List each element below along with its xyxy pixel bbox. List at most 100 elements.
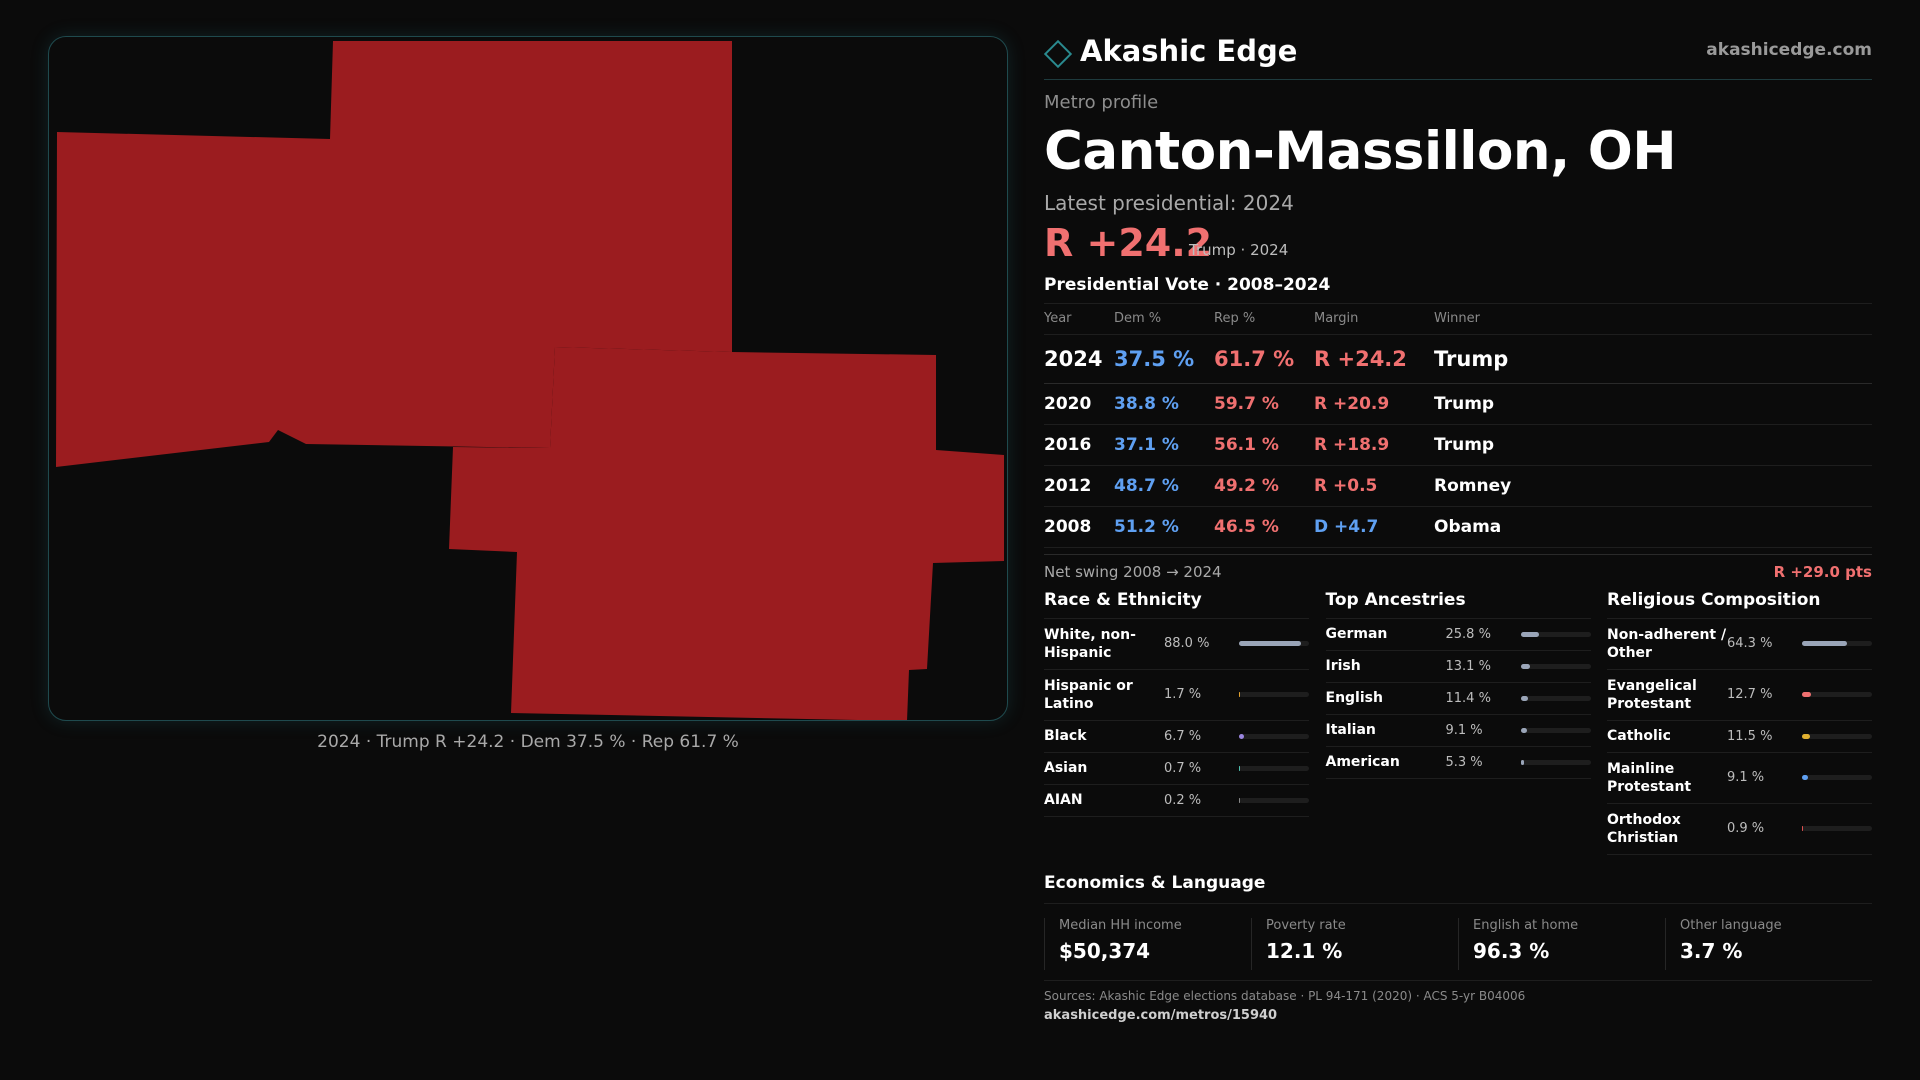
ancestry-bar-fill xyxy=(1520,631,1539,637)
ancestry-row: English 11.4 % xyxy=(1325,683,1591,715)
ancestry-value: 13.1 % xyxy=(1445,658,1491,674)
race-title: Race & Ethnicity xyxy=(1044,590,1309,619)
econ-stat: Poverty rate 12.1 % xyxy=(1251,917,1458,970)
vote-cell-rep-pct: 61.7 % xyxy=(1214,334,1314,384)
ancestry-label: Irish xyxy=(1325,658,1361,674)
vote-cell-margin: R +20.9 xyxy=(1314,383,1434,425)
ancestry-bar xyxy=(1520,663,1591,669)
ancestry-value: 9.1 % xyxy=(1445,722,1483,738)
race-bar xyxy=(1239,641,1309,646)
ancestry-bar-fill xyxy=(1520,695,1529,701)
economics-stats: Median HH income $50,374 Poverty rate 12.1 … xyxy=(1044,917,1872,970)
race-value: 0.7 % xyxy=(1164,760,1202,776)
col-header-dem: Dem % xyxy=(1114,304,1214,335)
econ-stat: Other language 3.7 % xyxy=(1665,917,1872,970)
race-row: Hispanic or Latino 1.7 % xyxy=(1044,670,1309,721)
religion-row: Non-adherent / Other 64.3 % xyxy=(1607,619,1872,670)
brand-url-link[interactable]: akashicedge.com xyxy=(1706,40,1872,60)
metro-map[interactable] xyxy=(48,36,1008,721)
religion-label: Mainline Protestant xyxy=(1607,760,1692,795)
race-row: White, non-Hispanic 88.0 % xyxy=(1044,619,1309,670)
latest-margin: R +24.2 Trump · 2024 xyxy=(1044,221,1872,267)
ancestry-bar-fill xyxy=(1520,663,1530,669)
swing-label: Net swing 2008 → 2024 xyxy=(1044,562,1222,581)
religion-bar-fill xyxy=(1802,775,1809,780)
ancestry-bar xyxy=(1520,759,1591,765)
ancestry-row: Irish 13.1 % xyxy=(1325,651,1591,683)
race-bar-fill xyxy=(1239,641,1301,646)
race-bar-fill xyxy=(1239,765,1241,771)
race-bar xyxy=(1239,692,1309,697)
net-swing: Net swing 2008 → 2024 R +29.0 pts xyxy=(1044,553,1872,586)
race-section: Race & Ethnicity White, non-Hispanic 88.0… xyxy=(1044,590,1309,855)
col-header-rep: Rep % xyxy=(1214,304,1314,335)
margin-value: R +24.2 xyxy=(1044,221,1213,265)
race-bar xyxy=(1239,765,1309,771)
brand-name: Akashic Edge xyxy=(1080,34,1298,68)
vote-cell-dem-pct: 48.7 % xyxy=(1114,465,1214,507)
religion-value: 12.7 % xyxy=(1727,687,1773,702)
profile-panel: Akashic Edge akashicedge.com Metro profi… xyxy=(1043,30,1872,1023)
vote-cell-margin: R +24.2 xyxy=(1314,334,1434,384)
swing-value: R +29.0 pts xyxy=(1773,562,1872,581)
county-shape-west[interactable] xyxy=(56,41,732,467)
religion-row: Orthodox Christian 0.9 % xyxy=(1607,804,1872,855)
vote-table: Year Dem % Rep % Margin Winner 2024 37.5 … xyxy=(1044,304,1872,548)
vote-cell-dem-pct: 37.5 % xyxy=(1114,334,1214,384)
religion-bar-fill xyxy=(1802,733,1811,739)
econ-stat: English at home 96.3 % xyxy=(1458,917,1665,970)
religion-bar-fill xyxy=(1802,826,1804,831)
source-url-link[interactable]: akashicedge.com/metros/15940 xyxy=(1044,1007,1278,1023)
vote-cell-rep-pct: 49.2 % xyxy=(1214,465,1314,507)
ancestry-label: Italian xyxy=(1325,722,1376,738)
race-bar-fill xyxy=(1239,797,1241,803)
ancestry-row: Italian 9.1 % xyxy=(1325,715,1591,747)
race-label: White, non-Hispanic xyxy=(1044,626,1136,661)
county-map-svg xyxy=(56,41,1004,721)
demographics: Race & Ethnicity White, non-Hispanic 88.0… xyxy=(1044,590,1872,855)
vote-cell-rep-pct: 46.5 % xyxy=(1214,506,1314,548)
vote-cell-winner: Trump xyxy=(1434,424,1872,466)
religion-value: 0.9 % xyxy=(1727,821,1765,836)
race-bar-fill xyxy=(1239,692,1241,697)
econ-label: Poverty rate xyxy=(1266,917,1346,933)
col-header-year: Year xyxy=(1044,304,1114,335)
vote-cell-year: 2016 xyxy=(1044,424,1114,466)
vote-cell-year: 2008 xyxy=(1044,506,1114,548)
vote-row-2008: 2008 51.2 % 46.5 % D +4.7 Obama xyxy=(1044,506,1872,548)
ancestry-value: 25.8 % xyxy=(1445,626,1491,642)
economics-title: Economics & Language xyxy=(1044,873,1872,904)
race-value: 6.7 % xyxy=(1164,728,1202,744)
county-shape-east[interactable] xyxy=(449,347,1004,721)
race-bar-fill xyxy=(1239,733,1244,739)
econ-stat: Median HH income $50,374 xyxy=(1044,917,1251,970)
vote-cell-year: 2024 xyxy=(1044,334,1114,384)
econ-label: English at home xyxy=(1473,917,1579,933)
race-label: Hispanic or Latino xyxy=(1044,677,1133,712)
religion-row: Evangelical Protestant 12.7 % xyxy=(1607,670,1872,721)
religion-title: Religious Composition xyxy=(1607,590,1872,619)
vote-row-2020: 2020 38.8 % 59.7 % R +20.9 Trump xyxy=(1044,383,1872,425)
econ-value: 12.1 % xyxy=(1266,938,1343,963)
vote-row-2012: 2012 48.7 % 49.2 % R +0.5 Romney xyxy=(1044,465,1872,507)
religion-section: Religious Composition Non-adherent / Oth… xyxy=(1607,590,1872,855)
race-value: 88.0 % xyxy=(1164,636,1210,651)
religion-bar-fill xyxy=(1802,692,1811,697)
ancestry-bar xyxy=(1520,727,1591,733)
vote-cell-dem-pct: 51.2 % xyxy=(1114,506,1214,548)
ancestry-bar-fill xyxy=(1520,727,1527,733)
race-value: 1.7 % xyxy=(1164,687,1202,702)
religion-bar xyxy=(1802,733,1872,739)
econ-value: 3.7 % xyxy=(1680,938,1743,963)
ancestry-label: English xyxy=(1325,690,1383,706)
econ-value: 96.3 % xyxy=(1473,938,1550,963)
race-value: 0.2 % xyxy=(1164,792,1202,808)
religion-bar xyxy=(1802,692,1872,697)
map-caption: 2024 · Trump R +24.2 · Dem 37.5 % · Rep … xyxy=(317,732,739,752)
race-row: AIAN 0.2 % xyxy=(1044,785,1309,817)
diamond-logo-icon xyxy=(1043,39,1073,69)
brand-header: Akashic Edge akashicedge.com xyxy=(1043,30,1872,80)
race-row: Black 6.7 % xyxy=(1044,721,1309,753)
ancestry-bar-fill xyxy=(1520,759,1525,765)
col-header-margin: Margin xyxy=(1314,304,1434,335)
